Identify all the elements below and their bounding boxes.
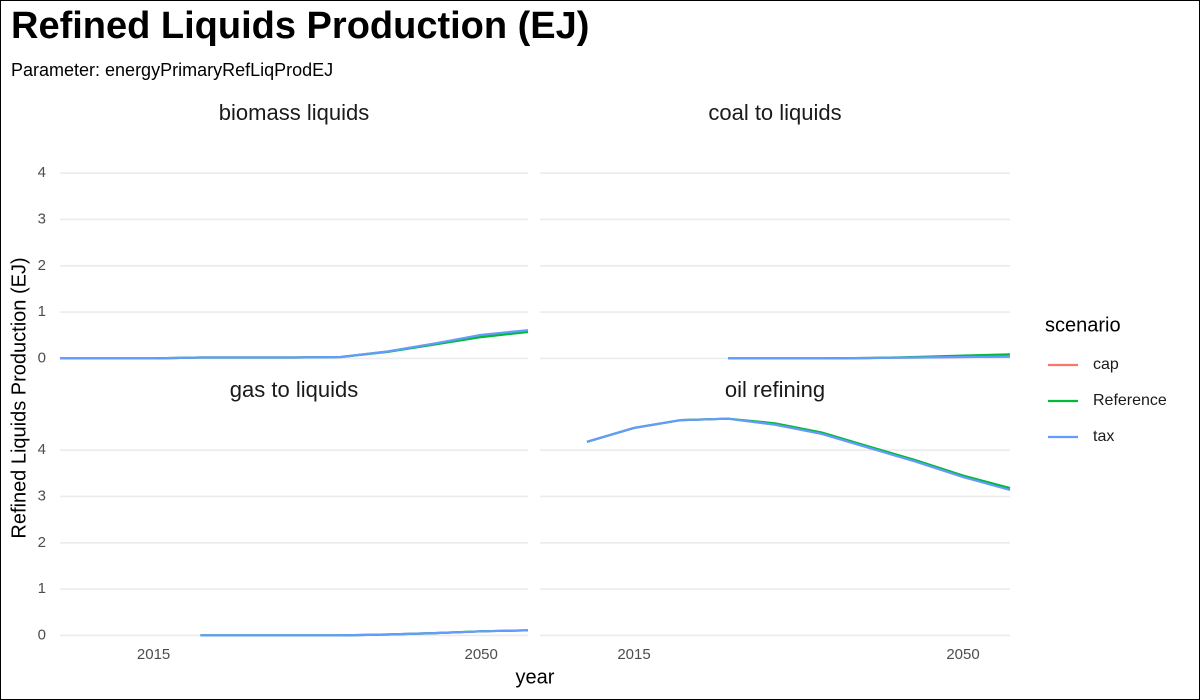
x-axis-title: year (516, 666, 555, 688)
y-tick-label: 0 (38, 349, 46, 366)
x-tick-label: 2050 (465, 646, 498, 663)
panel-title-oil-refining: oil refining (725, 377, 825, 402)
y-tick-label: 4 (38, 441, 46, 458)
y-tick-label: 2 (38, 257, 46, 274)
y-tick-label: 1 (38, 580, 46, 597)
series-line-coal-to-liquids-tax (728, 355, 1011, 360)
series-line-biomass-liquids-reference (60, 330, 529, 360)
series-line-biomass-liquids-tax (60, 329, 529, 360)
y-tick-label: 0 (38, 626, 46, 643)
series-line-biomass-liquids-cap (60, 329, 529, 360)
y-tick-label: 4 (38, 164, 46, 181)
series-line-gas-to-liquids-tax (200, 629, 529, 637)
series-line-oil-refining-tax (586, 417, 1011, 492)
chart-subtitle: Parameter: energyPrimaryRefLiqProdEJ (11, 60, 334, 80)
legend-title: scenario (1045, 314, 1121, 336)
x-tick-label: 2050 (946, 646, 979, 663)
y-tick-label: 1 (38, 303, 46, 320)
panel-title-gas-to-liquids: gas to liquids (230, 377, 358, 402)
y-tick-label: 2 (38, 534, 46, 551)
x-tick-label: 2015 (617, 646, 650, 663)
y-tick-label: 3 (38, 210, 46, 227)
panel-title-coal-to-liquids: coal to liquids (708, 100, 841, 125)
y-axis-title: Refined Liquids Production (EJ) (8, 257, 30, 538)
y-tick-label: 3 (38, 487, 46, 504)
legend-label-cap: cap (1093, 356, 1119, 373)
legend-label-tax: tax (1093, 428, 1114, 445)
panel-title-biomass-liquids: biomass liquids (219, 100, 369, 125)
chart-title: Refined Liquids Production (EJ) (11, 5, 590, 47)
legend-label-reference: Reference (1093, 392, 1167, 409)
x-tick-label: 2015 (137, 646, 170, 663)
